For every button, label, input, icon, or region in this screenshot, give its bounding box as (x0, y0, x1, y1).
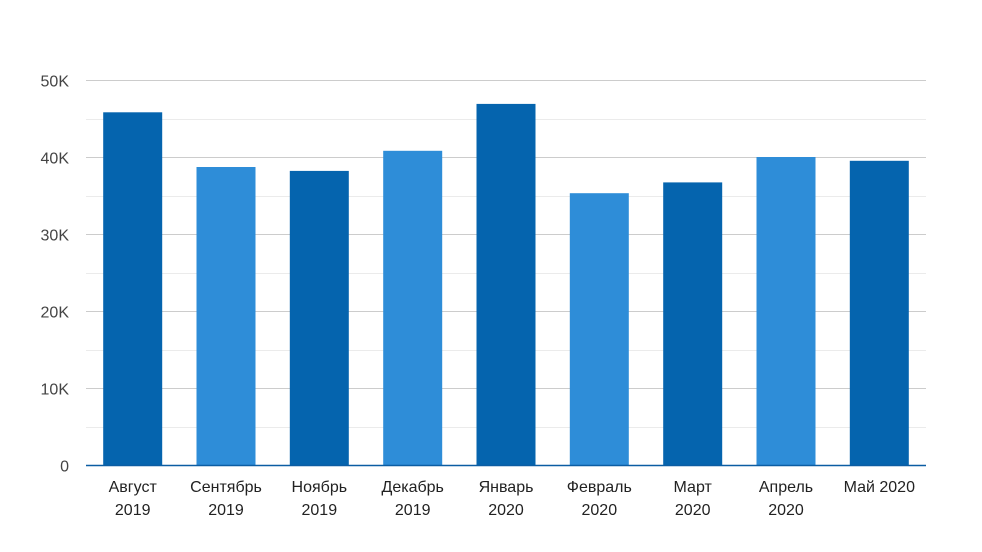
x-tick-label-line: 2019 (302, 502, 338, 519)
bar (196, 167, 256, 465)
x-tick-label-line: 2020 (488, 502, 524, 519)
x-tick-label: Август 2019 (109, 479, 158, 519)
x-tick-label-line: 2020 (675, 502, 711, 519)
x-tick-label-line: Август (109, 479, 158, 496)
x-tick-label-line: Февраль (567, 479, 632, 496)
x-tick-label: Февраль 2020 (567, 479, 632, 519)
x-tick-label-line: Апрель (759, 479, 813, 496)
bar (756, 157, 816, 465)
x-tick-label-line: Декабрь (382, 479, 444, 496)
y-axis: 0 10K 20K 30K 40K 50K (41, 74, 70, 476)
x-axis: Август 2019 Сентябрь 2019 Ноябрь 2019 Декабрь 2… (109, 479, 915, 519)
bar (663, 182, 723, 465)
x-tick-label-line: 2019 (208, 502, 244, 519)
x-tick-label: Декабрь 2019 (382, 479, 444, 519)
y-tick-label: 40K (41, 151, 70, 168)
y-tick-label: 10K (41, 382, 70, 399)
x-tick-label-line: Март (674, 479, 713, 496)
bar (289, 170, 349, 465)
y-tick-label: 0 (60, 459, 69, 476)
x-tick-label-line: 2020 (582, 502, 618, 519)
bars-layer (103, 103, 909, 466)
bar (849, 160, 909, 466)
x-tick-label-line: 2020 (768, 502, 804, 519)
x-tick-label: Апрель 2020 (759, 479, 813, 519)
x-tick-label-line: Ноябрь (292, 479, 348, 496)
x-tick-label-line: 2019 (395, 502, 431, 519)
x-tick-label: Сентябрь 2019 (190, 479, 262, 519)
y-tick-label: 20K (41, 305, 70, 322)
x-tick-label: Ноябрь 2019 (292, 479, 348, 519)
x-tick-label-line: Сентябрь (190, 479, 262, 496)
x-tick-label: Март 2020 (674, 479, 713, 519)
bar (476, 103, 536, 466)
x-tick-label: Январь 2020 (479, 479, 534, 519)
x-tick-label: Май 2020 (844, 479, 915, 496)
x-tick-label-line: Май 2020 (844, 479, 915, 496)
bar (103, 112, 163, 466)
bar (383, 150, 443, 466)
y-tick-label: 50K (41, 74, 70, 91)
y-tick-label: 30K (41, 228, 70, 245)
bar (569, 193, 629, 465)
x-tick-label-line: 2019 (115, 502, 151, 519)
x-tick-label-line: Январь (479, 479, 534, 496)
